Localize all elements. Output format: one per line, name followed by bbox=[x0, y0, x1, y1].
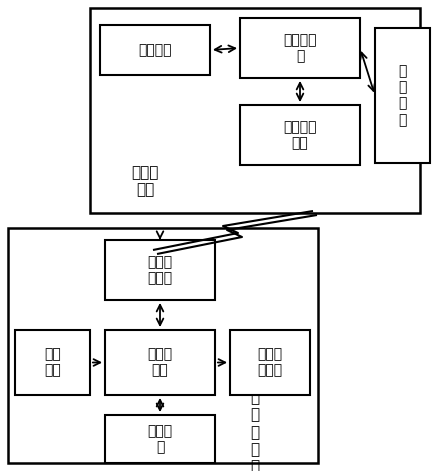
Text: 电
池
子
系
统: 电 池 子 系 统 bbox=[251, 390, 260, 471]
Text: 扣费单元: 扣费单元 bbox=[138, 43, 172, 57]
Text: 第二通讯
单元: 第二通讯 单元 bbox=[283, 120, 317, 150]
Text: 第一处
理器: 第一处 理器 bbox=[148, 348, 173, 378]
Bar bbox=[15, 330, 90, 395]
Bar bbox=[375, 28, 430, 163]
Text: 云端服
务器: 云端服 务器 bbox=[131, 165, 159, 197]
Bar bbox=[100, 25, 210, 75]
Bar bbox=[8, 228, 318, 463]
Text: 计
费
单
元: 计 费 单 元 bbox=[398, 64, 407, 127]
Bar bbox=[230, 330, 310, 395]
Bar bbox=[90, 8, 420, 213]
Bar bbox=[105, 240, 215, 300]
Text: 存储单
元: 存储单 元 bbox=[148, 424, 173, 454]
Text: 第二处理
器: 第二处理 器 bbox=[283, 33, 317, 63]
Bar bbox=[105, 330, 215, 395]
Bar bbox=[105, 415, 215, 463]
Bar bbox=[240, 18, 360, 78]
Text: 第一通
讯单元: 第一通 讯单元 bbox=[148, 255, 173, 285]
Text: 解锁
单元: 解锁 单元 bbox=[44, 348, 61, 378]
Bar bbox=[240, 105, 360, 165]
Text: 折损检
测单元: 折损检 测单元 bbox=[258, 348, 283, 378]
